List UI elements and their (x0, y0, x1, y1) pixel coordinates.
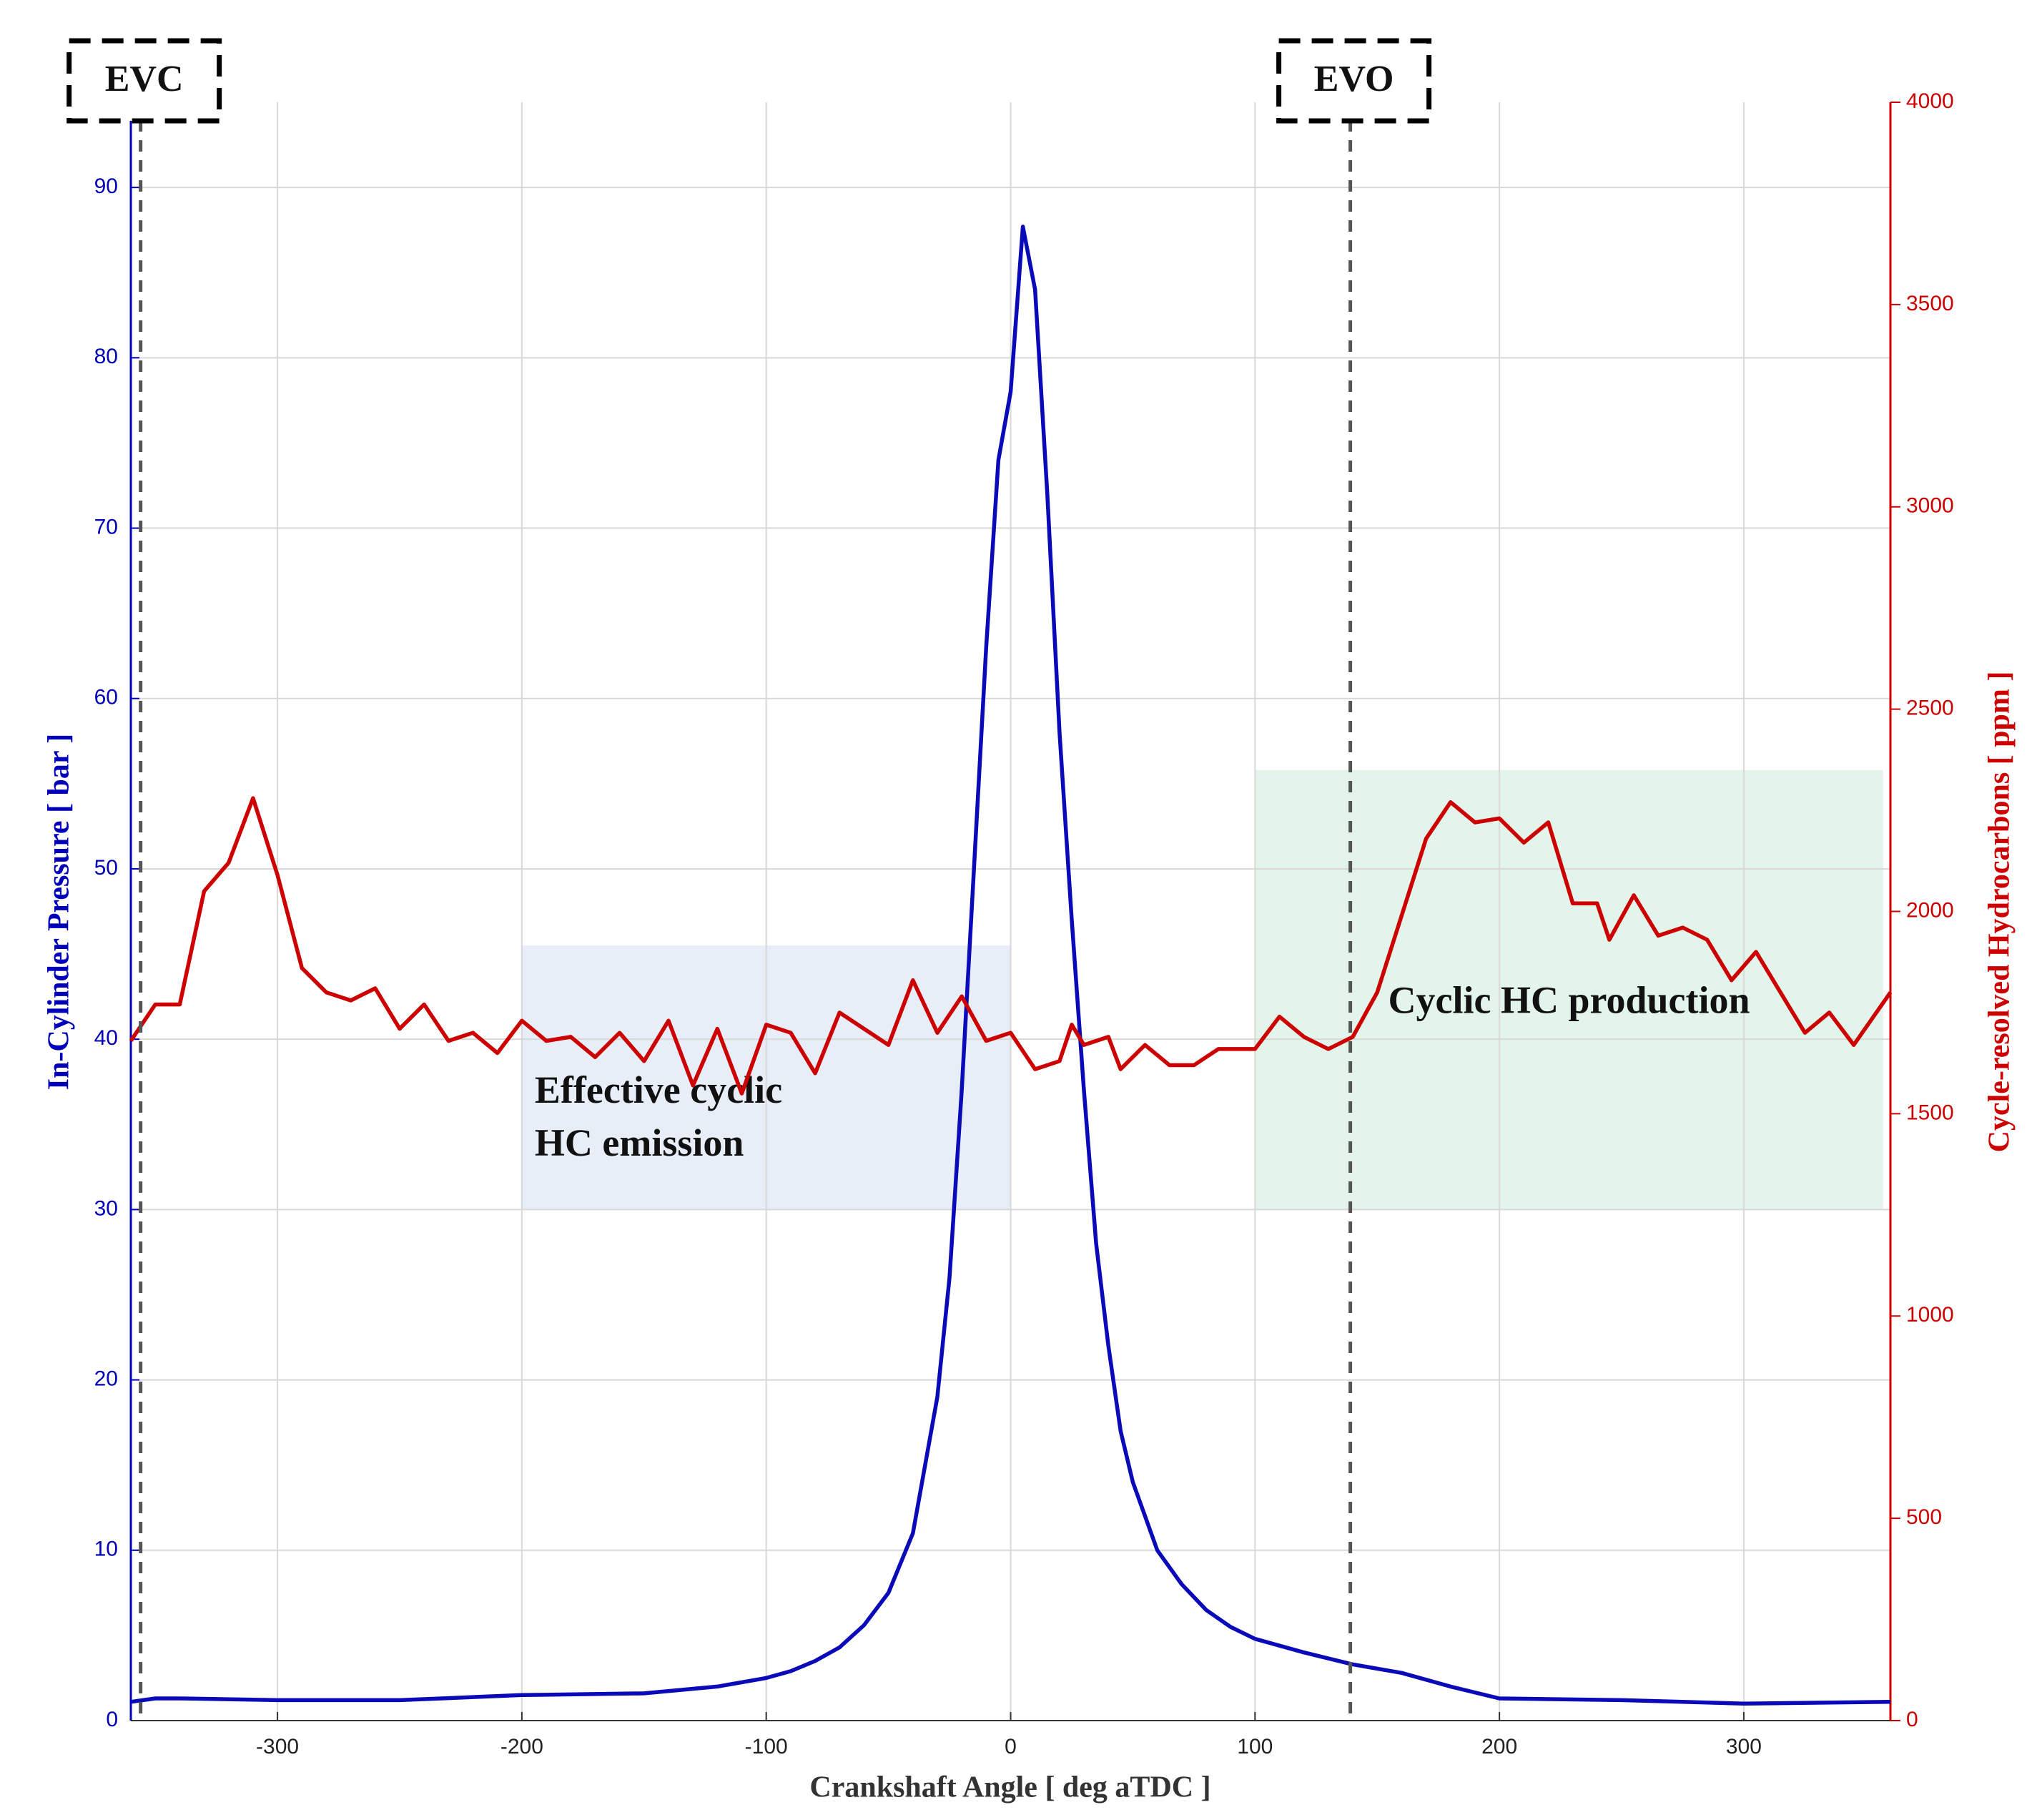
x-tick-label: 300 (1726, 1735, 1762, 1758)
x-axis-label: Crankshaft Angle [ deg aTDC ] (809, 1771, 1210, 1804)
y2-tick-label: 3000 (1906, 494, 1954, 518)
x-tick-label: 0 (1005, 1735, 1017, 1758)
y-tick-label: 90 (94, 174, 118, 198)
region-label: Cyclic HC production (1389, 978, 1750, 1021)
event-label: EVC (105, 59, 184, 99)
y-tick-label: 40 (94, 1026, 118, 1050)
data-line (129, 796, 1893, 1096)
x-tick-label: -300 (256, 1735, 299, 1758)
y2-axis-label: Cycle-resolved Hydrocarbons [ ppm ] (1983, 672, 2016, 1153)
y2-tick-label: 1500 (1906, 1101, 1954, 1124)
y2-tick-label: 500 (1906, 1505, 1942, 1529)
x-tick-label: 200 (1481, 1735, 1517, 1758)
y-tick-label: 20 (94, 1367, 118, 1391)
y-axis-label: In-Cylinder Pressure [ bar ] (43, 734, 76, 1091)
y2-tick-label: 1000 (1906, 1303, 1954, 1327)
y2-tick-label: 2500 (1906, 697, 1954, 720)
y-tick-label: 50 (94, 856, 118, 880)
event-box (66, 38, 222, 124)
event-label: EVO (1314, 59, 1394, 99)
y-tick-label: 70 (94, 515, 118, 538)
event-box (1276, 38, 1432, 124)
x-tick-label: -100 (745, 1735, 788, 1758)
y2-tick-label: 2000 (1906, 898, 1954, 922)
x-tick-label: -200 (500, 1735, 543, 1758)
y2-tick-label: 3500 (1906, 292, 1954, 315)
y-tick-label: 10 (94, 1538, 118, 1561)
region-label: Effective cyclic (535, 1068, 782, 1111)
y-tick-label: 60 (94, 686, 118, 709)
y-tick-label: 80 (94, 345, 118, 368)
data-line (130, 225, 1891, 1706)
region-label: HC emission (535, 1121, 744, 1164)
y2-tick-label: 4000 (1906, 89, 1954, 113)
x-tick-label: 100 (1237, 1735, 1273, 1758)
y2-tick-label: 0 (1906, 1708, 1918, 1731)
y-tick-label: 0 (106, 1708, 118, 1731)
y-tick-label: 30 (94, 1196, 118, 1220)
